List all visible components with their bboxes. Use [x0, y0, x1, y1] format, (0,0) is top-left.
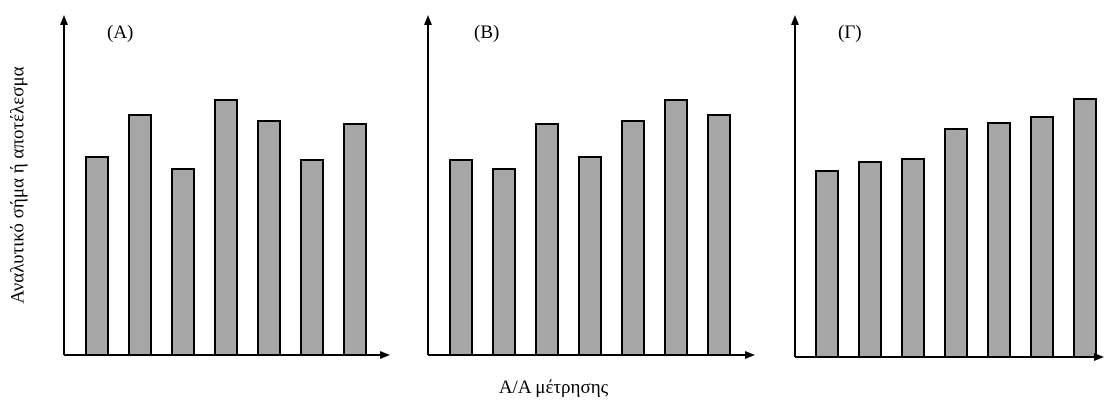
bar — [1073, 98, 1097, 358]
bar — [85, 156, 109, 356]
y-axis-arrow — [424, 15, 432, 25]
bar — [1030, 116, 1054, 358]
bar — [171, 168, 195, 356]
bar — [214, 99, 238, 356]
panel-title: (Γ) — [838, 22, 862, 43]
chart-panel-3: (Γ) — [791, 15, 1104, 361]
bar — [300, 159, 324, 356]
bar — [987, 122, 1011, 358]
bar — [128, 114, 152, 356]
bar — [707, 114, 731, 356]
bar — [578, 156, 602, 356]
bar — [944, 128, 968, 358]
y-axis-arrow — [791, 15, 799, 25]
bar — [492, 168, 516, 356]
bar — [621, 120, 645, 356]
bar — [535, 123, 559, 356]
y-axis-arrow — [60, 15, 68, 25]
chart-panel-2: (B) — [424, 15, 755, 359]
bar — [257, 120, 281, 356]
bar — [815, 170, 839, 358]
panel-title: (A) — [107, 22, 133, 43]
bar — [343, 123, 367, 356]
chart-panel-1: (A) — [60, 15, 390, 359]
bar — [858, 161, 882, 358]
bar — [901, 158, 925, 358]
x-axis-arrow — [745, 351, 755, 359]
bar — [664, 99, 688, 356]
bar — [449, 159, 473, 356]
panel-title: (B) — [474, 22, 499, 43]
x-axis-arrow — [380, 351, 390, 359]
x-axis-arrow — [1094, 353, 1104, 361]
x-axis-label: Α/Α μέτρησης — [498, 377, 609, 398]
